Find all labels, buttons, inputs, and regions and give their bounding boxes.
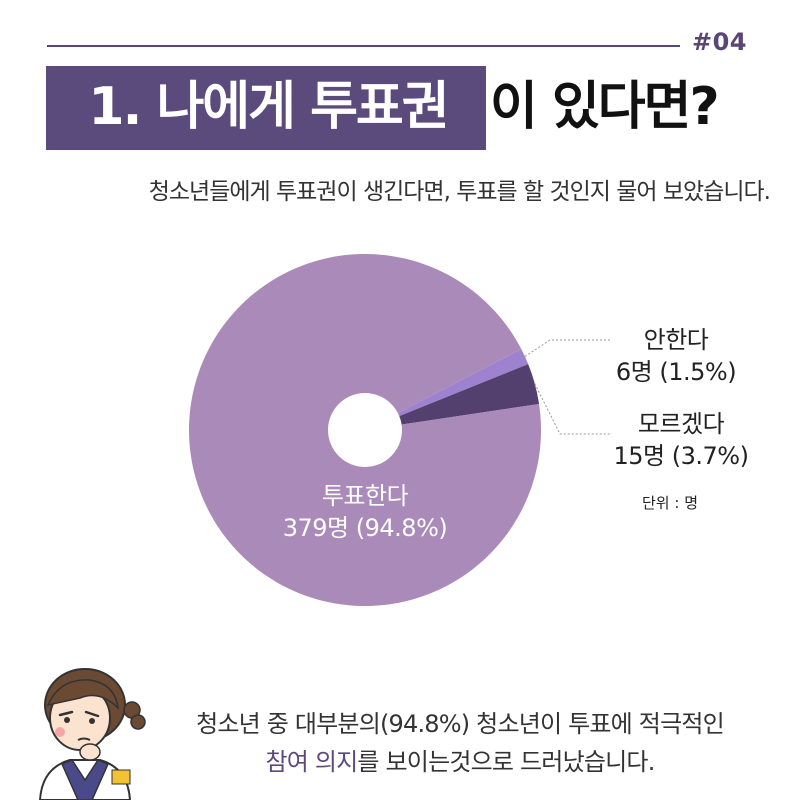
donut-hole [328,393,402,467]
footer-line-2-rest: 를 보이는것으로 드러났습니다. [357,748,655,776]
footer-text: 청소년 중 대부분의(94.8%) 청소년이 투표에 적극적인 참여 의지를 보… [160,705,760,781]
footer-accent: 참여 의지 [265,748,358,776]
footer-line-1: 청소년 중 대부분의(94.8%) 청소년이 투표에 적극적인 [196,710,725,738]
label-vote-name: 투표한다 [321,482,409,510]
leader-line-unsure [534,383,612,435]
label-vote-detail: 379명 (94.8%) [282,514,448,542]
unit-label: 단위 : 명 [642,494,698,512]
title-rest: 이 있다면? [490,77,720,137]
title-highlight: 1. 나에게 투표권 [88,77,449,137]
footer-line-2: 참여 의지를 보이는것으로 드러났습니다. [160,743,760,781]
section-tag: #04 [692,28,748,56]
subtitle: 청소년들에게 투표권이 생긴다면, 투표를 할 것인지 물어 보았습니다. [148,179,771,205]
label-unsure-detail: 15명 (3.7%) [613,442,749,470]
pie-slice-no [365,349,529,430]
student-character-illustration [38,668,146,800]
label-no-detail: 6명 (1.5%) [615,358,737,386]
label-unsure-name: 모르겠다 [637,410,725,438]
pie-slice-unsure [365,364,540,430]
header-rule [47,45,680,47]
label-no: 안한다 6명 (1.5%) [606,324,746,388]
label-no-name: 안한다 [643,326,709,354]
label-unsure: 모르겠다 15명 (3.7%) [606,408,756,472]
leader-line-no [524,339,612,357]
label-vote: 투표한다 379명 (94.8%) [250,480,480,544]
title-highlight-box [46,66,486,150]
